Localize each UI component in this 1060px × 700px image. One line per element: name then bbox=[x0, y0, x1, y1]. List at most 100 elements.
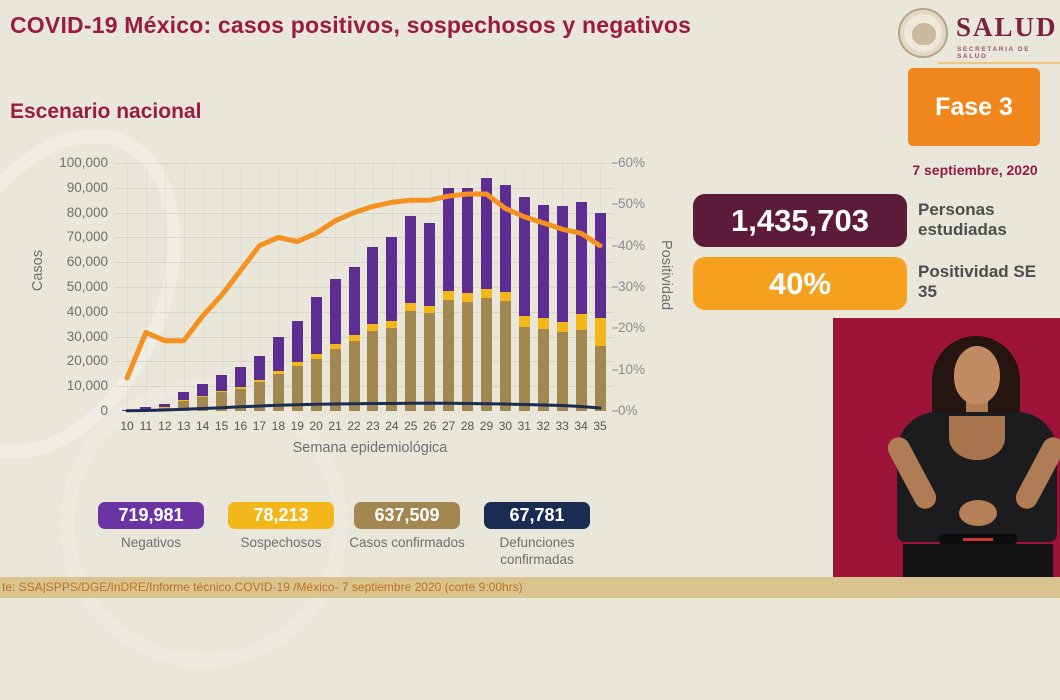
bar-segment-negativos bbox=[557, 206, 568, 322]
x-axis-tick: 10 bbox=[117, 419, 137, 433]
bar-segment-negativos bbox=[254, 356, 265, 380]
bar-segment-sospechosos bbox=[424, 306, 435, 313]
gridline bbox=[114, 188, 614, 189]
x-axis-tick: 29 bbox=[476, 419, 496, 433]
bar-segment-sospechosos bbox=[367, 324, 378, 331]
x-axis-tick: 31 bbox=[514, 419, 534, 433]
bar-segment-negativos bbox=[330, 279, 341, 344]
y-axis-tick-left: 80,000 bbox=[28, 205, 108, 220]
bar-segment-negativos bbox=[197, 384, 208, 396]
bar-segment-sospechosos bbox=[557, 322, 568, 332]
x-axis-tick: 18 bbox=[268, 419, 288, 433]
bar-segment-casos-confirmados bbox=[462, 302, 473, 411]
x-axis-tick: 15 bbox=[212, 419, 232, 433]
slide: { "header": { "title": "COVID-19 México:… bbox=[0, 0, 1060, 598]
interpreter-face bbox=[954, 346, 1000, 404]
y-axis-tick-right: 0% bbox=[618, 403, 638, 418]
shirt-logo bbox=[939, 534, 1017, 544]
x-axis-tick: 13 bbox=[174, 419, 194, 433]
bar-segment-casos-confirmados bbox=[405, 311, 416, 411]
legend-confirmados-label: Casos confirmados bbox=[342, 535, 472, 552]
interpreter-hands bbox=[959, 500, 997, 526]
x-axis-tick: 23 bbox=[363, 419, 383, 433]
x-axis-tick: 19 bbox=[287, 419, 307, 433]
bar-segment-casos-confirmados bbox=[595, 346, 606, 411]
bar-segment-casos-confirmados bbox=[386, 328, 397, 411]
bar-segment-sospechosos bbox=[330, 344, 341, 349]
axis-tick-mark bbox=[612, 410, 618, 412]
bar-segment-casos-confirmados bbox=[254, 382, 265, 411]
bar-segment-sospechosos bbox=[462, 293, 473, 301]
bar-segment-sospechosos bbox=[235, 387, 246, 389]
bar-segment-sospechosos bbox=[576, 314, 587, 330]
bar-segment-casos-confirmados bbox=[235, 389, 246, 411]
bar-segment-casos-confirmados bbox=[424, 313, 435, 411]
bar-segment-negativos bbox=[178, 392, 189, 400]
bar-segment-negativos bbox=[538, 205, 549, 318]
x-axis-tick: 21 bbox=[325, 419, 345, 433]
y-axis-tick-right: 10% bbox=[618, 362, 645, 377]
bar-segment-casos-confirmados bbox=[557, 332, 568, 411]
y-axis-tick-left: 20,000 bbox=[28, 353, 108, 368]
bar-segment-sospechosos bbox=[197, 396, 208, 397]
bar-segment-sospechosos bbox=[538, 318, 549, 329]
gridline-vertical bbox=[203, 163, 204, 411]
bar-segment-negativos bbox=[140, 407, 151, 409]
legend-confirmados: 637,509 Casos confirmados bbox=[342, 502, 472, 552]
bar-segment-negativos bbox=[481, 178, 492, 289]
legend-sospechosos: 78,213 Sospechosos bbox=[216, 502, 346, 552]
bar-segment-casos-confirmados bbox=[292, 366, 303, 411]
y-axis-tick-left: 30,000 bbox=[28, 329, 108, 344]
bar-segment-casos-confirmados bbox=[197, 397, 208, 411]
axis-tick-mark bbox=[612, 286, 618, 288]
gridline-vertical bbox=[184, 163, 185, 411]
y-axis-tick-left: 100,000 bbox=[28, 155, 108, 170]
interpreter-chest bbox=[949, 416, 1005, 460]
bar-segment-sospechosos bbox=[443, 291, 454, 300]
x-axis-tick: 26 bbox=[420, 419, 440, 433]
bar-segment-sospechosos bbox=[349, 335, 360, 340]
y-axis-tick-right: 40% bbox=[618, 238, 645, 253]
y-axis-tick-right: 60% bbox=[618, 155, 645, 170]
source-text: te: SSA|SPPS/DGE/InDRE/Informe técnico.C… bbox=[2, 580, 523, 594]
x-axis-tick: 34 bbox=[571, 419, 591, 433]
legend-sospechosos-label: Sospechosos bbox=[216, 535, 346, 552]
bar-segment-sospechosos bbox=[500, 292, 511, 300]
bar-segment-negativos bbox=[443, 188, 454, 291]
y-axis-tick-left: 70,000 bbox=[28, 229, 108, 244]
y-axis-tick-left: 40,000 bbox=[28, 304, 108, 319]
bar-segment-sospechosos bbox=[386, 321, 397, 328]
y-axis-tick-right: 20% bbox=[618, 320, 645, 335]
x-axis-tick: 28 bbox=[458, 419, 478, 433]
x-axis-tick: 16 bbox=[231, 419, 251, 433]
bar-segment-sospechosos bbox=[273, 371, 284, 374]
bar-segment-negativos bbox=[311, 297, 322, 354]
legend-sospechosos-value: 78,213 bbox=[228, 502, 334, 529]
bar-segment-casos-confirmados bbox=[330, 349, 341, 411]
bar-segment-sospechosos bbox=[405, 303, 416, 311]
axis-tick-mark bbox=[612, 245, 618, 247]
x-axis-tick: 25 bbox=[401, 419, 421, 433]
bar-segment-casos-confirmados bbox=[273, 374, 284, 411]
axis-tick-mark bbox=[612, 203, 618, 205]
interpreter-legs bbox=[903, 544, 1053, 577]
bar-segment-sospechosos bbox=[595, 318, 606, 346]
x-axis-tick: 14 bbox=[193, 419, 213, 433]
bar-segment-sospechosos bbox=[481, 289, 492, 298]
axis-tick-mark bbox=[612, 162, 618, 164]
legend-negativos-value: 719,981 bbox=[98, 502, 204, 529]
bar-segment-casos-confirmados bbox=[481, 298, 492, 411]
x-axis-tick: 35 bbox=[590, 419, 610, 433]
bar-segment-casos-confirmados bbox=[159, 407, 170, 411]
bar-segment-casos-confirmados bbox=[311, 359, 322, 411]
sign-language-interpreter-video bbox=[833, 318, 1060, 577]
y-axis-tick-left: 10,000 bbox=[28, 378, 108, 393]
bar-segment-casos-confirmados bbox=[519, 327, 530, 411]
bar-segment-negativos bbox=[519, 197, 530, 316]
legend-defunciones-label: Defunciones confirmadas bbox=[472, 535, 602, 569]
bar-segment-casos-confirmados bbox=[367, 331, 378, 411]
gridline-vertical bbox=[146, 163, 147, 411]
axis-tick-mark bbox=[612, 369, 618, 371]
gridline-vertical bbox=[165, 163, 166, 411]
bar-segment-negativos bbox=[424, 223, 435, 306]
